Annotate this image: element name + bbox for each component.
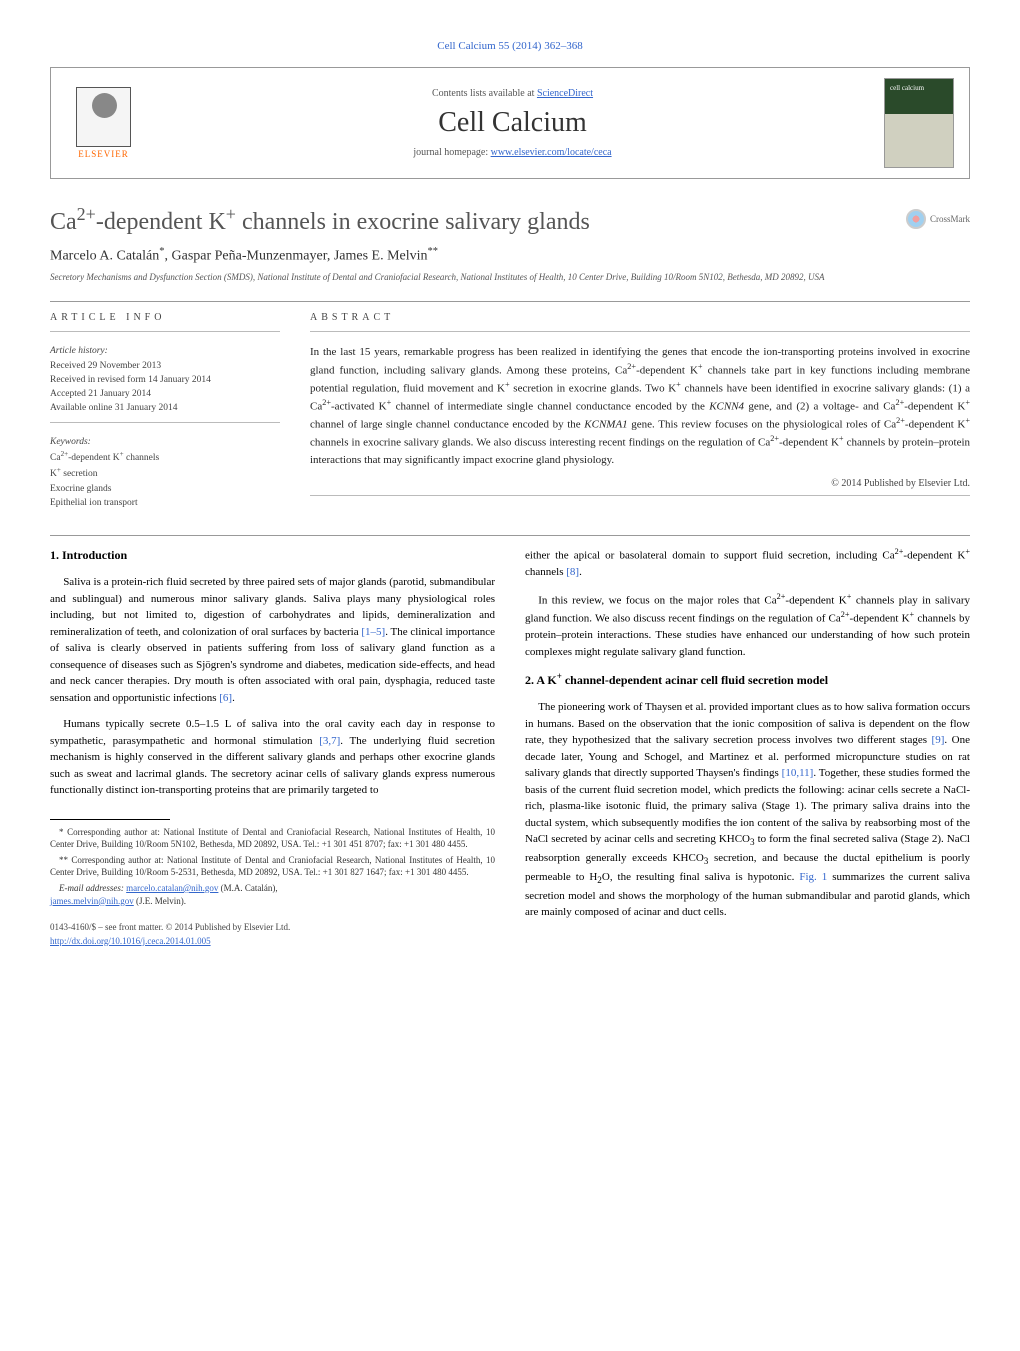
title-text: Ca2+-dependent K+ channels in exocrine s…: [50, 209, 590, 235]
divider: [50, 301, 970, 302]
keyword: Ca2+-dependent K+ channels: [50, 449, 280, 465]
footnotes-divider: [50, 819, 170, 820]
thin-divider: [310, 331, 970, 332]
history-head: Article history:: [50, 344, 280, 358]
section-heading-intro: 1. Introduction: [50, 546, 495, 564]
publisher-logo: ELSEVIER: [66, 81, 141, 166]
journal-reference: Cell Calcium 55 (2014) 362–368: [50, 40, 970, 52]
email-who-1: (M.A. Catalán),: [218, 883, 277, 893]
sciencedirect-link[interactable]: ScienceDirect: [537, 88, 593, 99]
history-line: Available online 31 January 2014: [50, 401, 280, 415]
thin-divider: [50, 331, 280, 332]
footnote-corresponding-2: ** Corresponding author at: National Ins…: [50, 854, 495, 879]
keyword: K+ secretion: [50, 465, 280, 481]
article-info-label: ARTICLE INFO: [50, 312, 280, 323]
footnotes: * Corresponding author at: National Inst…: [50, 826, 495, 908]
footnote-emails: E-mail addresses: marcelo.catalan@nih.go…: [50, 882, 495, 907]
paragraph: Humans typically secrete 0.5–1.5 L of sa…: [50, 716, 495, 799]
email-link-2[interactable]: james.melvin@nih.gov: [50, 896, 134, 906]
email-link-1[interactable]: marcelo.catalan@nih.gov: [126, 883, 218, 893]
contents-available: Contents lists available at ScienceDirec…: [141, 88, 884, 99]
contents-prefix: Contents lists available at: [432, 88, 537, 99]
right-column: either the apical or basolateral domain …: [525, 546, 970, 948]
keyword: Exocrine glands: [50, 482, 280, 496]
keyword: Epithelial ion transport: [50, 496, 280, 510]
history-line: Accepted 21 January 2014: [50, 387, 280, 401]
front-matter-line: 0143-4160/$ – see front matter. © 2014 P…: [50, 921, 495, 935]
thin-divider: [50, 422, 280, 423]
section-heading-model: 2. A K+ channel-dependent acinar cell fl…: [525, 670, 970, 689]
crossmark-badge[interactable]: CrossMark: [906, 209, 970, 229]
history-line: Received in revised form 14 January 2014: [50, 373, 280, 387]
divider: [50, 535, 970, 536]
authors: Marcelo A. Catalán*, Gaspar Peña-Munzenm…: [50, 246, 970, 265]
homepage-link[interactable]: www.elsevier.com/locate/ceca: [491, 147, 612, 158]
paragraph: Saliva is a protein-rich fluid secreted …: [50, 574, 495, 706]
doi-link[interactable]: http://dx.doi.org/10.1016/j.ceca.2014.01…: [50, 936, 211, 946]
crossmark-label: CrossMark: [930, 214, 970, 224]
journal-header: ELSEVIER Contents lists available at Sci…: [50, 67, 970, 179]
left-column: 1. Introduction Saliva is a protein-rich…: [50, 546, 495, 948]
article-title: Ca2+-dependent K+ channels in exocrine s…: [50, 204, 970, 236]
abstract: ABSTRACT In the last 15 years, remarkabl…: [310, 312, 970, 510]
bottom-info: 0143-4160/$ – see front matter. © 2014 P…: [50, 921, 495, 948]
abstract-copyright: © 2014 Published by Elsevier Ltd.: [310, 478, 970, 489]
affiliation: Secretory Mechanisms and Dysfunction Sec…: [50, 271, 970, 284]
abstract-text: In the last 15 years, remarkable progres…: [310, 344, 970, 468]
email-who-2: (J.E. Melvin).: [134, 896, 186, 906]
elsevier-tree-icon: [76, 87, 131, 147]
journal-homepage: journal homepage: www.elsevier.com/locat…: [141, 147, 884, 158]
journal-cover-thumb: [884, 78, 954, 168]
publisher-name: ELSEVIER: [78, 149, 129, 159]
homepage-prefix: journal homepage:: [413, 147, 490, 158]
paragraph: In this review, we focus on the major ro…: [525, 591, 970, 660]
abstract-label: ABSTRACT: [310, 312, 970, 323]
article-info: ARTICLE INFO Article history: Received 2…: [50, 312, 280, 510]
journal-name: Cell Calcium: [141, 107, 884, 139]
paragraph: either the apical or basolateral domain …: [525, 546, 970, 581]
crossmark-icon: [906, 209, 926, 229]
keywords-head: Keywords:: [50, 435, 280, 449]
email-label: E-mail addresses:: [59, 883, 126, 893]
thin-divider: [310, 495, 970, 496]
history-line: Received 29 November 2013: [50, 359, 280, 373]
paragraph: The pioneering work of Thaysen et al. pr…: [525, 699, 970, 921]
footnote-corresponding-1: * Corresponding author at: National Inst…: [50, 826, 495, 851]
body-content: 1. Introduction Saliva is a protein-rich…: [50, 546, 970, 948]
